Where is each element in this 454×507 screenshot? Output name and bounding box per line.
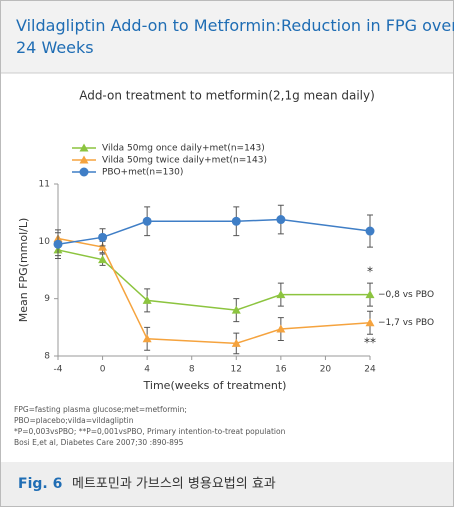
x-tick-label: -4 <box>54 365 63 375</box>
point <box>98 242 108 251</box>
x-tick-label: 12 <box>231 365 242 375</box>
x-tick-label: 0 <box>100 365 106 375</box>
point <box>98 255 108 264</box>
legend-marker <box>79 167 89 177</box>
legend-marker <box>79 143 89 152</box>
point <box>231 305 241 314</box>
y-tick-label: 10 <box>39 237 51 247</box>
annotation: * <box>367 265 373 279</box>
caption-band <box>1 462 453 506</box>
footnote: FPG=fasting plasma glucose;met=metformin… <box>14 405 187 414</box>
point <box>142 295 152 304</box>
header-band <box>1 1 453 73</box>
point <box>142 216 152 226</box>
annotation: ** <box>364 336 376 350</box>
x-tick-label: 24 <box>364 365 376 375</box>
point <box>365 290 375 299</box>
point <box>276 324 286 333</box>
footnote: PBO=placebo;vilda=vildagliptin <box>14 416 134 425</box>
x-tick-label: 8 <box>189 365 195 375</box>
y-tick-label: 11 <box>39 180 50 190</box>
annotation: −1,7 vs PBO <box>378 318 434 328</box>
legend-label: PBO+met(n=130) <box>102 168 183 178</box>
y-tick-label: 8 <box>44 352 50 362</box>
point <box>53 239 63 249</box>
legend-label: Vilda 50mg once daily+met(n=143) <box>102 144 265 154</box>
x-tick-label: 4 <box>144 365 150 375</box>
series-line <box>57 218 371 245</box>
figure-label: Fig. 6 <box>18 476 62 492</box>
point <box>276 290 286 299</box>
caption: 메트포민과 가브스의 병용요법의 효과 <box>72 477 276 492</box>
y-tick-label: 9 <box>44 294 50 304</box>
point <box>98 232 108 242</box>
point <box>365 318 375 327</box>
point <box>142 334 152 343</box>
legend-marker <box>79 155 89 164</box>
x-axis-label: Time(weeks of treatment) <box>143 379 287 392</box>
legend-label: Vilda 50mg twice daily+met(n=143) <box>102 156 267 166</box>
x-tick-label: 20 <box>320 365 332 375</box>
chart-subtitle: Add-on treatment to metformin(2,1g mean … <box>79 89 375 103</box>
point <box>365 226 375 236</box>
series-line <box>57 249 370 311</box>
point <box>231 216 241 226</box>
x-tick-label: 16 <box>275 365 287 375</box>
footnote: Bosi E,et al, Diabetes Care 2007;30 :890… <box>14 438 184 447</box>
annotation: −0,8 vs PBO <box>378 290 434 300</box>
chart-title: Vildagliptin Add-on to Metformin:Reducti… <box>16 16 454 57</box>
y-axis-label: Mean FPG(mmol/L) <box>17 218 30 323</box>
point <box>276 215 286 225</box>
point <box>231 338 241 347</box>
series-line <box>57 237 371 345</box>
footnote: *P=0,003vsPBO; **P=0,001vsPBO, Primary i… <box>14 427 286 436</box>
